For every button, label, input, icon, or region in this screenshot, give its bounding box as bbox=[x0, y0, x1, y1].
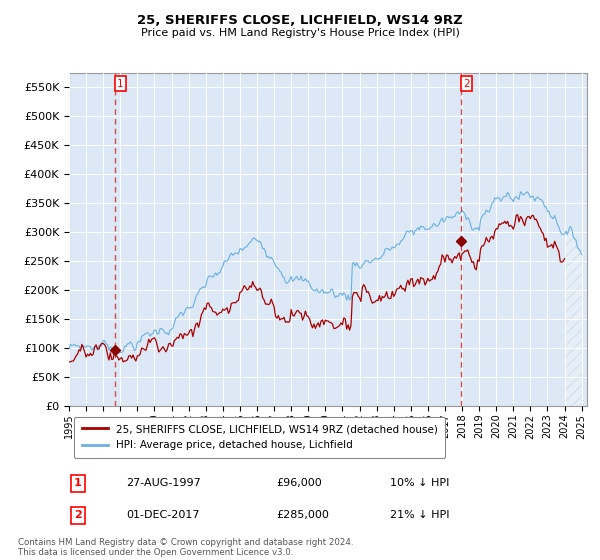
Text: 27-AUG-1997: 27-AUG-1997 bbox=[126, 478, 201, 488]
Text: 1: 1 bbox=[117, 79, 124, 89]
Text: 21% ↓ HPI: 21% ↓ HPI bbox=[390, 510, 449, 520]
Text: 2: 2 bbox=[463, 79, 470, 89]
Text: 10% ↓ HPI: 10% ↓ HPI bbox=[390, 478, 449, 488]
Text: 25, SHERIFFS CLOSE, LICHFIELD, WS14 9RZ: 25, SHERIFFS CLOSE, LICHFIELD, WS14 9RZ bbox=[137, 14, 463, 27]
Legend: 25, SHERIFFS CLOSE, LICHFIELD, WS14 9RZ (detached house), HPI: Average price, de: 25, SHERIFFS CLOSE, LICHFIELD, WS14 9RZ … bbox=[74, 417, 445, 458]
Text: 2: 2 bbox=[74, 510, 82, 520]
Text: £285,000: £285,000 bbox=[276, 510, 329, 520]
Text: Contains HM Land Registry data © Crown copyright and database right 2024.
This d: Contains HM Land Registry data © Crown c… bbox=[18, 538, 353, 557]
Text: 01-DEC-2017: 01-DEC-2017 bbox=[126, 510, 199, 520]
Text: 1: 1 bbox=[74, 478, 82, 488]
Text: £96,000: £96,000 bbox=[276, 478, 322, 488]
Text: Price paid vs. HM Land Registry's House Price Index (HPI): Price paid vs. HM Land Registry's House … bbox=[140, 28, 460, 38]
